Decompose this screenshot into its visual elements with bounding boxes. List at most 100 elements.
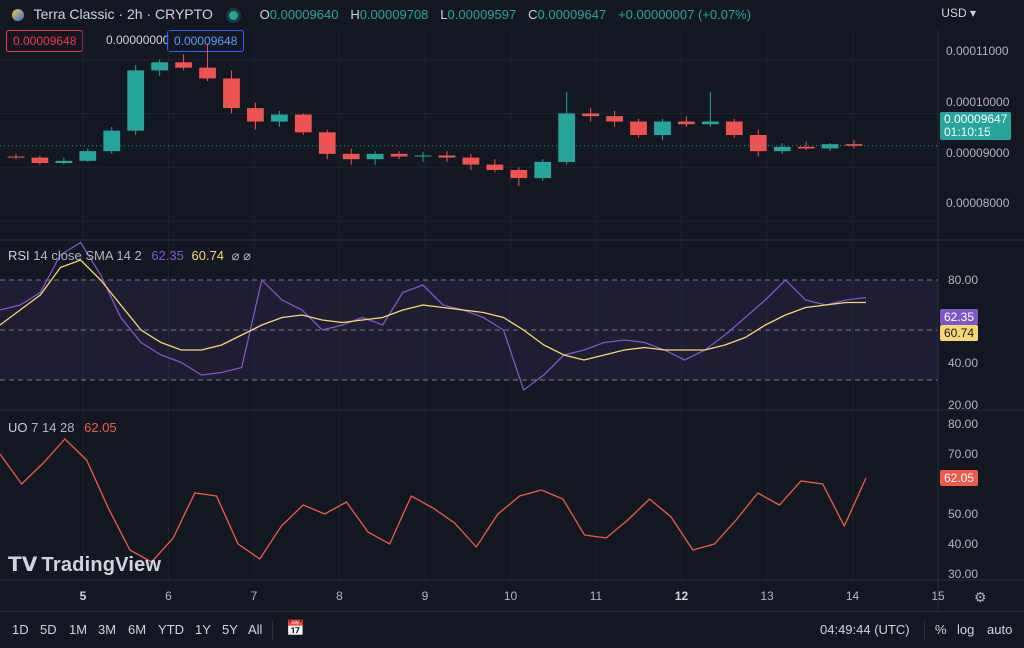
candle-body <box>342 153 360 160</box>
timeframe-all[interactable]: All <box>248 622 263 637</box>
candle-body <box>318 132 336 154</box>
visibility-icons[interactable]: ⌀ ⌀ <box>231 248 251 263</box>
candle-body <box>773 146 791 152</box>
candle-body <box>247 108 264 122</box>
uo-pane <box>0 438 867 563</box>
rsi-legend[interactable]: RSI 14 close SMA 14 2 62.35 60.74 ⌀ ⌀ <box>8 248 251 263</box>
ohlc-change: +0.00000007 (+0.07%) <box>618 7 752 22</box>
timeframe-ytd[interactable]: YTD <box>158 622 184 637</box>
ohlc-low: L0.00009597 <box>440 7 517 22</box>
uo-tick: 30.00 <box>948 567 979 581</box>
rsi-line <box>0 241 867 392</box>
rsi-pane <box>0 241 938 392</box>
rsi-tick: 20.00 <box>948 398 979 412</box>
settings-gear-icon[interactable]: ⚙ <box>974 589 987 605</box>
x-tick-label: 5 <box>79 589 87 603</box>
candle-body <box>175 62 192 68</box>
x-tick-label: 9 <box>421 589 429 603</box>
tradingview-watermark: 𝗧𝗩 TradingView <box>8 554 162 576</box>
candle-body <box>414 155 432 157</box>
utc-clock[interactable]: 04:49:44 (UTC) <box>820 622 910 637</box>
uo-tick: 80.00 <box>948 417 979 431</box>
rsi-value: 62.35 <box>151 248 184 263</box>
timeframe-6m[interactable]: 6M <box>128 622 147 637</box>
timeframe-1y[interactable]: 1Y <box>195 622 211 637</box>
rsi-axis-label: 62.35 <box>940 309 979 325</box>
price-tick: 0.00009000 <box>946 146 1010 160</box>
timeframe-3m[interactable]: 3M <box>98 622 117 637</box>
x-tick-label: 8 <box>336 589 343 603</box>
chart-canvas[interactable] <box>0 0 1024 611</box>
candle-body <box>390 153 408 157</box>
uo-tick: 40.00 <box>948 537 979 551</box>
last-price-label: 0.00009647 01:10:15 <box>940 112 1012 140</box>
candle-body <box>534 161 552 179</box>
price-tick: 0.00010000 <box>946 95 1010 109</box>
market-status-icon <box>228 10 238 20</box>
toolbar-divider <box>272 620 273 640</box>
candle-body <box>294 114 312 133</box>
candle-body <box>845 144 863 146</box>
candle-body <box>797 146 815 149</box>
candle-body <box>558 113 576 162</box>
x-tick-label: 12 <box>674 589 689 603</box>
calendar-range-icon[interactable]: 📅 <box>286 620 305 637</box>
candle-body <box>103 130 121 152</box>
timeframe-5y[interactable]: 5Y <box>222 622 238 637</box>
terra-logo-icon <box>12 9 24 22</box>
candle-body <box>821 144 839 149</box>
rsi-tick: 40.00 <box>948 356 979 370</box>
timeframe-5d[interactable]: 5D <box>40 622 57 637</box>
x-tick-label: 6 <box>165 589 172 603</box>
rsi-sma-line <box>0 259 866 361</box>
candle-body <box>223 78 240 109</box>
price-candles <box>0 43 938 187</box>
ohlc-high: H0.00009708 <box>350 7 429 22</box>
log-toggle[interactable]: log <box>957 622 975 637</box>
uo-tick: 50.00 <box>948 507 979 521</box>
toolbar-divider <box>924 620 925 640</box>
candle-body <box>630 121 647 135</box>
symbol-title: Terra Classic · 2h · CRYPTO <box>33 6 213 22</box>
price-tick: 0.00011000 <box>946 44 1009 58</box>
ohlc-open: O0.00009640 <box>259 7 339 22</box>
candle-body <box>701 121 719 125</box>
candle-body <box>486 164 504 170</box>
candle-body <box>366 153 384 160</box>
buy-price-button[interactable]: 0.00009648 <box>167 30 245 52</box>
x-tick-label: 14 <box>845 589 860 603</box>
candle-body <box>606 116 623 122</box>
candle-body <box>270 114 288 122</box>
bottom-toolbar: 1D 5D 1M 3M 6M YTD 1Y 5Y All 📅 04:49:44 … <box>0 611 1024 648</box>
currency-selector[interactable]: USD ▾ <box>941 6 976 20</box>
sma-axis-label: 60.74 <box>940 325 979 341</box>
candle-body <box>79 151 97 161</box>
auto-toggle[interactable]: auto <box>987 622 1013 637</box>
candle-body <box>31 157 49 163</box>
chart-header: Terra Classic · 2h · CRYPTO O0.00009640 … <box>0 0 1024 30</box>
x-tick-label: 15 <box>931 589 945 603</box>
uo-line <box>0 438 867 563</box>
timeframe-1d[interactable]: 1D <box>12 622 29 637</box>
candle-body <box>654 121 671 135</box>
ohlc-close: C0.00009647 <box>528 7 607 22</box>
candle-body <box>7 156 25 158</box>
uo-legend[interactable]: UO 7 14 28 62.05 <box>8 420 117 435</box>
candle-body <box>55 160 73 163</box>
candle-body <box>127 70 145 131</box>
x-tick-label: 11 <box>589 589 603 603</box>
uo-tick: 70.00 <box>948 447 979 461</box>
candle-body <box>725 121 743 135</box>
candle-body <box>151 62 169 71</box>
symbol-legend[interactable]: Terra Classic · 2h · CRYPTO O0.00009640 … <box>12 6 751 22</box>
spread-value: 0.00000000 <box>106 33 170 47</box>
candle-body <box>462 157 480 165</box>
tradingview-logo-icon: 𝗧𝗩 <box>8 554 38 576</box>
x-tick-label: 13 <box>760 589 774 603</box>
timeframe-1m[interactable]: 1M <box>69 622 88 637</box>
uo-axis-label: 62.05 <box>940 470 979 486</box>
candle-body <box>510 170 528 179</box>
rsi-sma-value: 60.74 <box>191 248 225 263</box>
candle-body <box>438 155 456 158</box>
percent-toggle[interactable]: % <box>935 622 947 637</box>
